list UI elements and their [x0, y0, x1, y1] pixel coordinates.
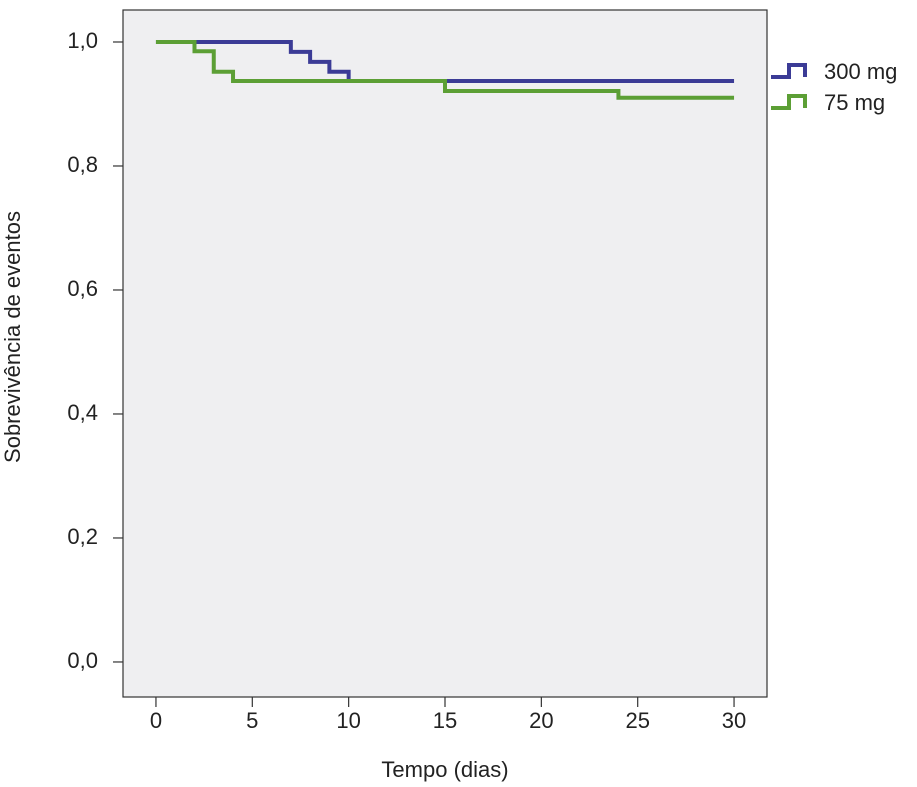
x-tick-label: 15 [433, 708, 457, 733]
legend-swatch [771, 94, 807, 110]
y-tick-label: 1,0 [67, 28, 98, 53]
y-tick-label: 0,4 [67, 400, 98, 425]
x-tick-label: 10 [336, 708, 360, 733]
x-tick-label: 5 [246, 708, 258, 733]
x-tick-label: 0 [150, 708, 162, 733]
x-tick-label: 20 [529, 708, 553, 733]
x-axis-label: Tempo (dias) [381, 757, 508, 782]
y-tick-label: 0,0 [67, 648, 98, 673]
survival-line [155, 39, 735, 84]
x-tick-label: 30 [722, 708, 746, 733]
x-tick-label: 25 [625, 708, 649, 733]
y-tick-label: 0,2 [67, 524, 98, 549]
y-tick-label: 0,6 [67, 276, 98, 301]
legend-label: 75 mg [824, 90, 885, 115]
plot-area [122, 9, 768, 698]
y-tick-label: 0,8 [67, 152, 98, 177]
survival-line [155, 39, 735, 100]
y-axis-label: Sobrevivência de eventos [0, 211, 25, 463]
legend-label: 300 mg [824, 59, 897, 84]
legend-swatch [771, 63, 807, 79]
